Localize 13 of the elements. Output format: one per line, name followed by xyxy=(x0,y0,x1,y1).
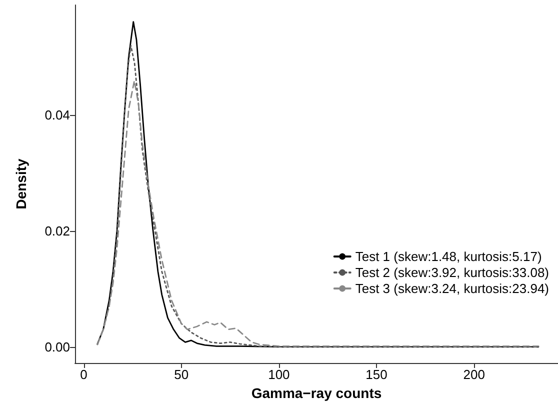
x-tick-label: 150 xyxy=(366,367,388,382)
x-tick-label: 200 xyxy=(463,367,485,382)
y-axis-title: Density xyxy=(13,158,29,210)
legend-label: Test 2 (skew:3.92, kurtosis:33.08) xyxy=(355,265,550,280)
legend-label: Test 1 (skew:1.48, kurtosis:5.17) xyxy=(355,249,542,264)
x-tick-label: 0 xyxy=(80,367,88,382)
x-tick-label: 100 xyxy=(268,367,290,382)
y-tick-label: 0.02 xyxy=(44,223,70,238)
legend-label: Test 3 (skew:3.24, kurtosis:23.94) xyxy=(355,281,550,296)
x-axis-title: Gamma−ray counts xyxy=(251,384,382,401)
y-tick-label: 0.04 xyxy=(44,108,70,123)
x-tick-label: 50 xyxy=(174,367,189,382)
y-tick-label: 0.00 xyxy=(44,339,70,354)
